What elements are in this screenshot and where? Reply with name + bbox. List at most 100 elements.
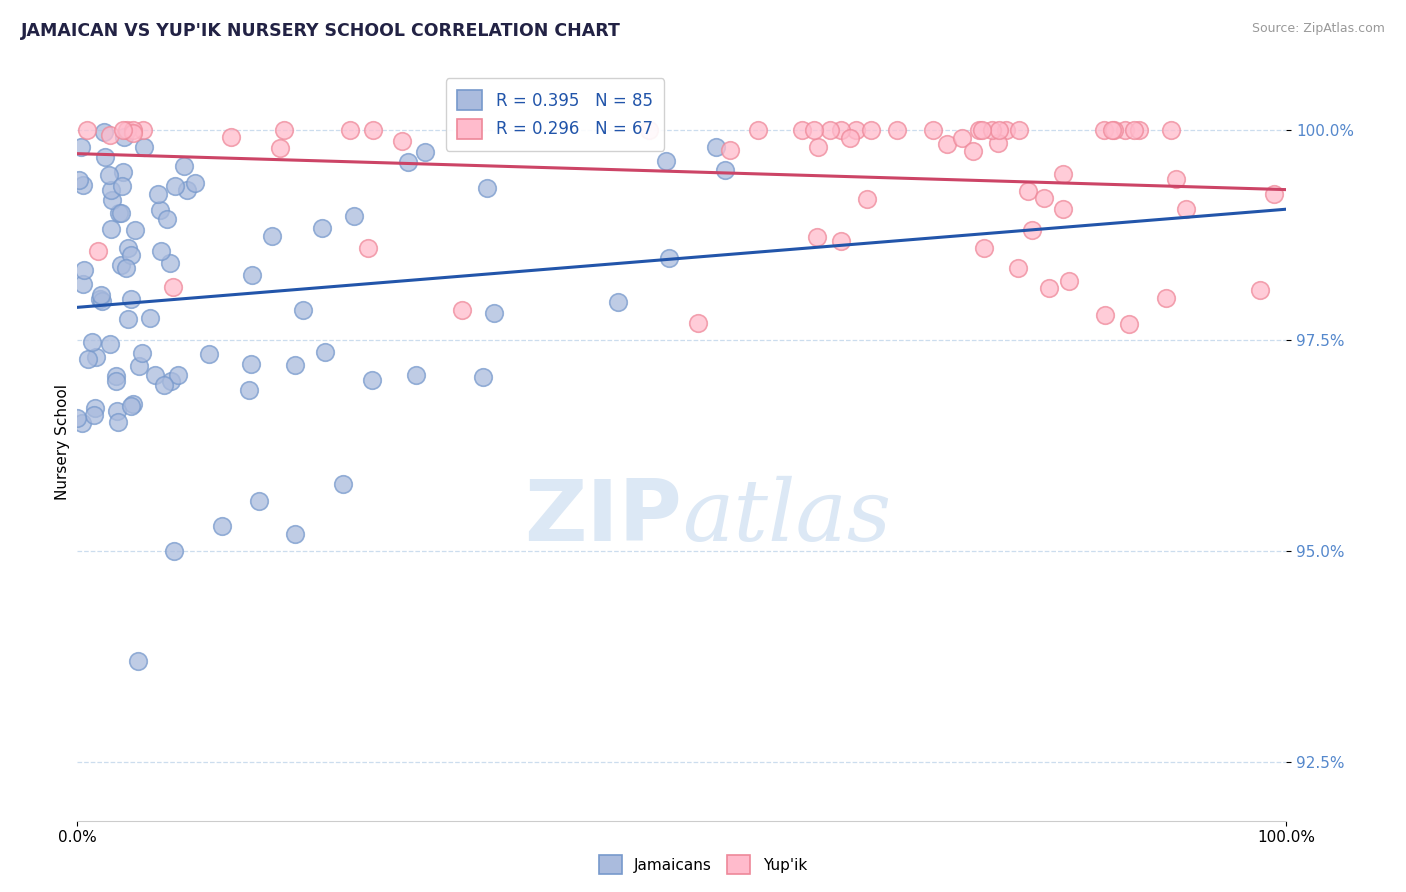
Point <box>962 144 984 158</box>
Point <box>638 123 661 137</box>
Point <box>101 194 124 208</box>
Point <box>100 183 122 197</box>
Point <box>76 351 98 366</box>
Point <box>91 293 114 308</box>
Point <box>247 493 270 508</box>
Point <box>162 280 184 294</box>
Point <box>856 192 879 206</box>
Point <box>973 241 995 255</box>
Point <box>120 292 142 306</box>
Point <box>658 251 681 265</box>
Point <box>1249 283 1271 297</box>
Point <box>117 312 139 326</box>
Point <box>1114 123 1136 137</box>
Point <box>83 408 105 422</box>
Point <box>73 263 96 277</box>
Point <box>1052 202 1074 216</box>
Point <box>149 244 172 258</box>
Point <box>391 134 413 148</box>
Point <box>70 140 93 154</box>
Point <box>139 311 162 326</box>
Point <box>806 229 828 244</box>
Point <box>184 176 207 190</box>
Point <box>76 123 98 137</box>
Point <box>97 169 120 183</box>
Point <box>718 143 741 157</box>
Point <box>117 123 139 137</box>
Point <box>98 128 121 142</box>
Point <box>86 244 108 258</box>
Point <box>120 399 142 413</box>
Point <box>343 209 366 223</box>
Point <box>132 123 155 137</box>
Point <box>1174 202 1197 216</box>
Point <box>1128 123 1150 137</box>
Point <box>72 178 94 192</box>
Point <box>132 140 155 154</box>
Point <box>839 131 862 145</box>
Point <box>80 334 103 349</box>
Point <box>475 180 498 194</box>
Point <box>1102 123 1125 137</box>
Point <box>107 415 129 429</box>
Point <box>830 234 852 248</box>
Point <box>72 416 94 430</box>
Point <box>72 277 94 292</box>
Point <box>830 123 852 137</box>
Point <box>1154 291 1177 305</box>
Text: Source: ZipAtlas.com: Source: ZipAtlas.com <box>1251 22 1385 36</box>
Point <box>112 130 135 145</box>
Point <box>143 368 166 382</box>
Point <box>90 287 112 301</box>
Point <box>314 345 336 359</box>
Point <box>980 123 1002 137</box>
Point <box>361 373 384 387</box>
Point <box>1122 123 1144 137</box>
Point <box>260 228 283 243</box>
Point <box>238 383 260 397</box>
Point <box>606 294 628 309</box>
Point <box>110 205 132 219</box>
Point <box>121 123 143 137</box>
Point <box>1007 123 1029 137</box>
Point <box>1057 275 1080 289</box>
Point <box>240 268 263 282</box>
Point <box>198 347 221 361</box>
Point <box>1118 317 1140 331</box>
Point <box>156 212 179 227</box>
Point <box>987 136 1010 151</box>
Point <box>284 358 307 372</box>
Text: ZIP: ZIP <box>524 475 682 559</box>
Point <box>936 136 959 151</box>
Point <box>790 123 813 137</box>
Point <box>860 123 883 137</box>
Point <box>165 179 187 194</box>
Point <box>994 123 1017 137</box>
Point <box>219 130 242 145</box>
Point <box>471 369 494 384</box>
Point <box>240 357 263 371</box>
Point <box>120 248 142 262</box>
Point <box>167 368 190 382</box>
Y-axis label: Nursery School: Nursery School <box>55 384 70 500</box>
Point <box>1038 281 1060 295</box>
Point <box>1021 223 1043 237</box>
Point <box>211 518 233 533</box>
Point <box>127 654 149 668</box>
Point <box>820 123 842 137</box>
Point <box>104 369 127 384</box>
Point <box>111 123 134 137</box>
Legend: Jamaicans, Yup'ik: Jamaicans, Yup'ik <box>593 849 813 880</box>
Point <box>131 346 153 360</box>
Point <box>89 292 111 306</box>
Point <box>1052 168 1074 182</box>
Point <box>159 255 181 269</box>
Point <box>105 374 128 388</box>
Legend: R = 0.395   N = 85, R = 0.296   N = 67: R = 0.395 N = 85, R = 0.296 N = 67 <box>446 78 664 151</box>
Text: atlas: atlas <box>682 476 891 558</box>
Point <box>83 401 105 416</box>
Point <box>361 123 384 137</box>
Point <box>714 162 737 177</box>
Point <box>176 183 198 197</box>
Point <box>972 123 994 137</box>
